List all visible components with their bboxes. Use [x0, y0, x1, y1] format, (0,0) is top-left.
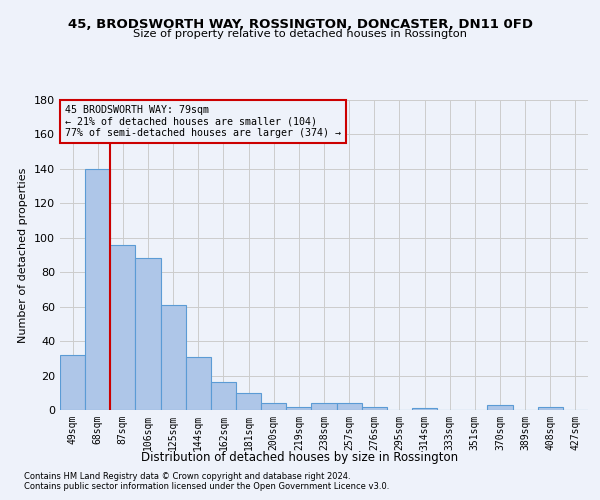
Text: Contains HM Land Registry data © Crown copyright and database right 2024.: Contains HM Land Registry data © Crown c…: [24, 472, 350, 481]
Bar: [538, 406, 563, 410]
Bar: [60, 355, 85, 410]
Bar: [110, 244, 136, 410]
Bar: [487, 405, 512, 410]
Bar: [85, 169, 110, 410]
Text: 45 BRODSWORTH WAY: 79sqm
← 21% of detached houses are smaller (104)
77% of semi-: 45 BRODSWORTH WAY: 79sqm ← 21% of detach…: [65, 104, 341, 138]
Text: Distribution of detached houses by size in Rossington: Distribution of detached houses by size …: [142, 451, 458, 464]
Text: 45, BRODSWORTH WAY, ROSSINGTON, DONCASTER, DN11 0FD: 45, BRODSWORTH WAY, ROSSINGTON, DONCASTE…: [67, 18, 533, 30]
Bar: [412, 408, 437, 410]
Bar: [236, 393, 261, 410]
Bar: [186, 356, 211, 410]
Bar: [261, 403, 286, 410]
Bar: [211, 382, 236, 410]
Bar: [286, 406, 311, 410]
Bar: [161, 305, 186, 410]
Bar: [136, 258, 161, 410]
Y-axis label: Number of detached properties: Number of detached properties: [19, 168, 28, 342]
Bar: [337, 403, 362, 410]
Bar: [362, 406, 387, 410]
Text: Contains public sector information licensed under the Open Government Licence v3: Contains public sector information licen…: [24, 482, 389, 491]
Bar: [311, 403, 337, 410]
Text: Size of property relative to detached houses in Rossington: Size of property relative to detached ho…: [133, 29, 467, 39]
